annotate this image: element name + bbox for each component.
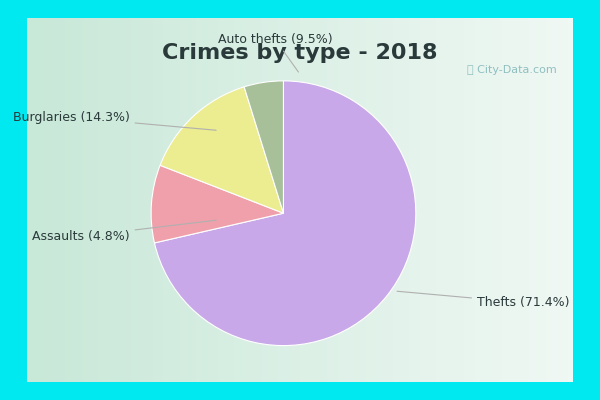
Text: ⓘ City-Data.com: ⓘ City-Data.com — [467, 65, 557, 75]
Text: Assaults (4.8%): Assaults (4.8%) — [32, 220, 216, 243]
Wedge shape — [154, 81, 416, 346]
Wedge shape — [151, 165, 283, 243]
Text: Auto thefts (9.5%): Auto thefts (9.5%) — [218, 33, 332, 72]
Text: Crimes by type - 2018: Crimes by type - 2018 — [162, 44, 438, 64]
Text: Burglaries (14.3%): Burglaries (14.3%) — [13, 111, 216, 130]
Text: Thefts (71.4%): Thefts (71.4%) — [397, 291, 569, 309]
Wedge shape — [244, 81, 283, 213]
Wedge shape — [160, 87, 283, 213]
